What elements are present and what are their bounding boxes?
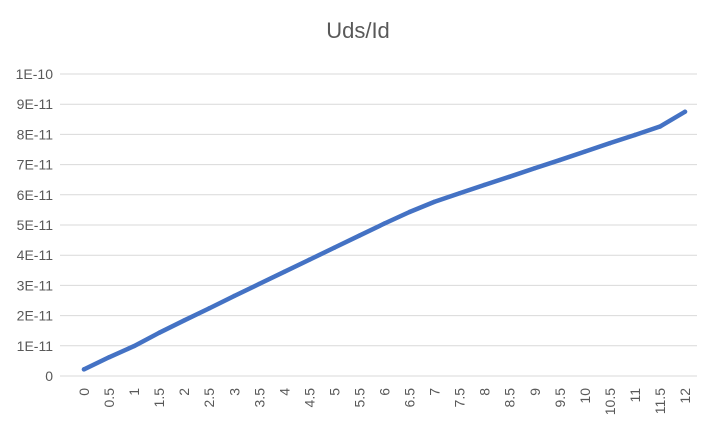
data-point: [682, 109, 688, 114]
series-line: [81, 109, 688, 372]
y-tick-label: 1E-10: [16, 66, 54, 82]
data-point: [106, 355, 112, 360]
y-tick-label: 2E-11: [17, 308, 54, 324]
x-tick-label: 1.5: [151, 388, 167, 408]
x-tick-label: 3: [226, 388, 242, 396]
y-axis-ticks: 0 1E-11 2E-11 3E-11 4E-11 5E-11 6E-11 7E-11 8E-1…: [16, 66, 54, 384]
y-tick-label: 4E-11: [17, 247, 54, 263]
x-tick-label: 0: [76, 388, 92, 396]
y-tick-label: 3E-11: [17, 277, 54, 293]
data-point: [207, 306, 212, 311]
x-tick-label: 5: [326, 388, 342, 396]
x-tick-label: 11: [627, 388, 643, 403]
x-tick-label: 9: [527, 388, 543, 396]
x-tick-label: 6.5: [402, 388, 418, 408]
x-tick-label: 8: [477, 388, 493, 396]
y-tick-label: 8E-11: [17, 126, 54, 142]
data-point: [557, 157, 562, 163]
x-tick-label: 2.5: [201, 388, 217, 408]
data-point: [282, 269, 287, 275]
data-point: [357, 233, 362, 238]
x-tick-label: 8.5: [502, 388, 518, 408]
data-point: [181, 318, 187, 323]
y-tick-label: 6E-11: [17, 187, 54, 203]
x-tick-label: 6: [377, 388, 393, 396]
data-point: [332, 245, 337, 250]
x-tick-label: 10.5: [602, 388, 618, 415]
data-point: [156, 330, 162, 336]
x-tick-label: 4.5: [301, 388, 317, 408]
data-point: [131, 343, 137, 349]
data-point: [307, 257, 312, 262]
x-tick-label: 12: [677, 388, 693, 404]
series-layer: [81, 109, 688, 372]
x-tick-label: 11.5: [652, 388, 668, 414]
x-tick-label: 7: [427, 388, 443, 396]
data-point: [407, 209, 412, 215]
y-tick-label: 1E-11: [17, 338, 54, 354]
data-point: [257, 281, 262, 287]
data-point: [657, 124, 663, 129]
data-point: [457, 191, 462, 196]
data-point: [632, 132, 638, 138]
gridlines: [60, 73, 697, 377]
x-axis-ticks: 0 0.5 1 1.5 2 2.5 3 3.5 4 4.5 5 5.5 6 6.5 7 7.5 8 8.5 9 9.5…: [76, 388, 693, 415]
x-tick-label: 5.5: [351, 388, 367, 408]
x-tick-label: 1: [126, 388, 142, 396]
x-tick-label: 7.5: [452, 388, 468, 408]
data-point: [432, 199, 437, 204]
data-point: [532, 166, 537, 171]
x-tick-label: 4: [276, 388, 292, 396]
y-tick-label: 7E-11: [17, 157, 54, 173]
y-tick-label: 5E-11: [17, 217, 54, 233]
y-tick-label: 0: [45, 368, 53, 384]
x-tick-label: 9.5: [552, 388, 568, 408]
data-point: [582, 149, 588, 154]
x-tick-label: 2: [176, 388, 192, 396]
data-point: [607, 140, 613, 146]
data-point: [382, 221, 387, 226]
data-point: [232, 293, 237, 299]
y-tick-label: 9E-11: [17, 96, 54, 112]
x-tick-label: 10: [577, 388, 593, 404]
chart-title: Uds/Id: [326, 18, 390, 43]
x-tick-label: 0.5: [101, 388, 117, 408]
x-tick-label: 3.5: [251, 388, 267, 408]
data-point: [81, 367, 87, 372]
data-point: [507, 174, 512, 179]
data-point: [482, 182, 487, 188]
